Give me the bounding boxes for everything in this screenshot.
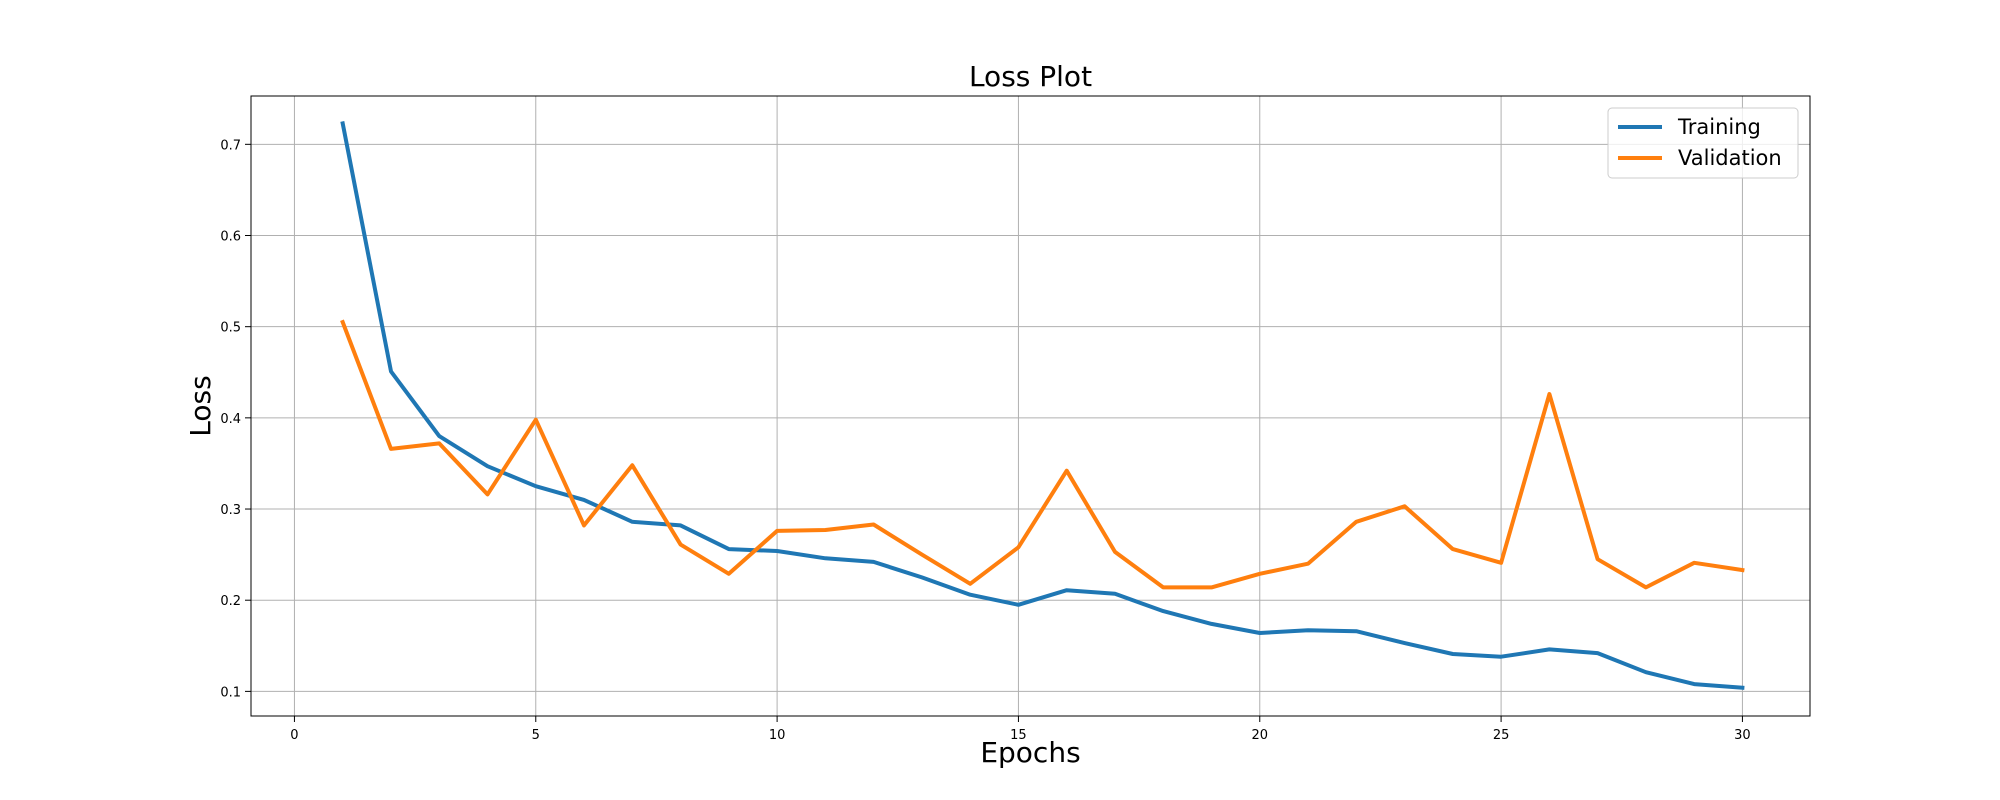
x-tick-label: 20 xyxy=(1251,728,1268,743)
y-axis-ticks: 0.1 0.2 0.3 0.4 0.5 0.6 0.7 xyxy=(220,138,251,700)
y-tick-label: 0.2 xyxy=(220,594,241,609)
x-tick-label: 0 xyxy=(290,728,298,743)
x-tick-label: 15 xyxy=(1010,728,1027,743)
y-tick-label: 0.7 xyxy=(220,138,241,153)
x-tick-label: 30 xyxy=(1734,728,1751,743)
plot-lines xyxy=(340,121,1745,690)
y-tick-label: 0.5 xyxy=(220,321,241,336)
x-axis-ticks: 0 5 10 15 20 25 30 xyxy=(290,716,1751,743)
y-tick-label: 0.4 xyxy=(220,412,241,427)
x-tick-label: 5 xyxy=(532,728,540,743)
grid-lines xyxy=(251,96,1810,716)
plot-frame xyxy=(250,95,1811,717)
series-line-training xyxy=(340,121,1745,690)
x-axis-label: Epochs xyxy=(980,736,1080,769)
legend-label-validation: Validation xyxy=(1678,146,1782,170)
x-tick-label: 25 xyxy=(1493,728,1510,743)
x-tick-label: 10 xyxy=(769,728,786,743)
legend: Training Validation xyxy=(1607,107,1799,179)
legend-label-training: Training xyxy=(1677,115,1761,139)
chart-title: Loss Plot xyxy=(969,60,1092,93)
y-tick-label: 0.1 xyxy=(220,685,241,700)
y-axis-label: Loss xyxy=(184,375,217,436)
series-line-validation xyxy=(340,319,1745,590)
y-tick-label: 0.3 xyxy=(220,503,241,518)
y-tick-label: 0.6 xyxy=(220,230,241,245)
